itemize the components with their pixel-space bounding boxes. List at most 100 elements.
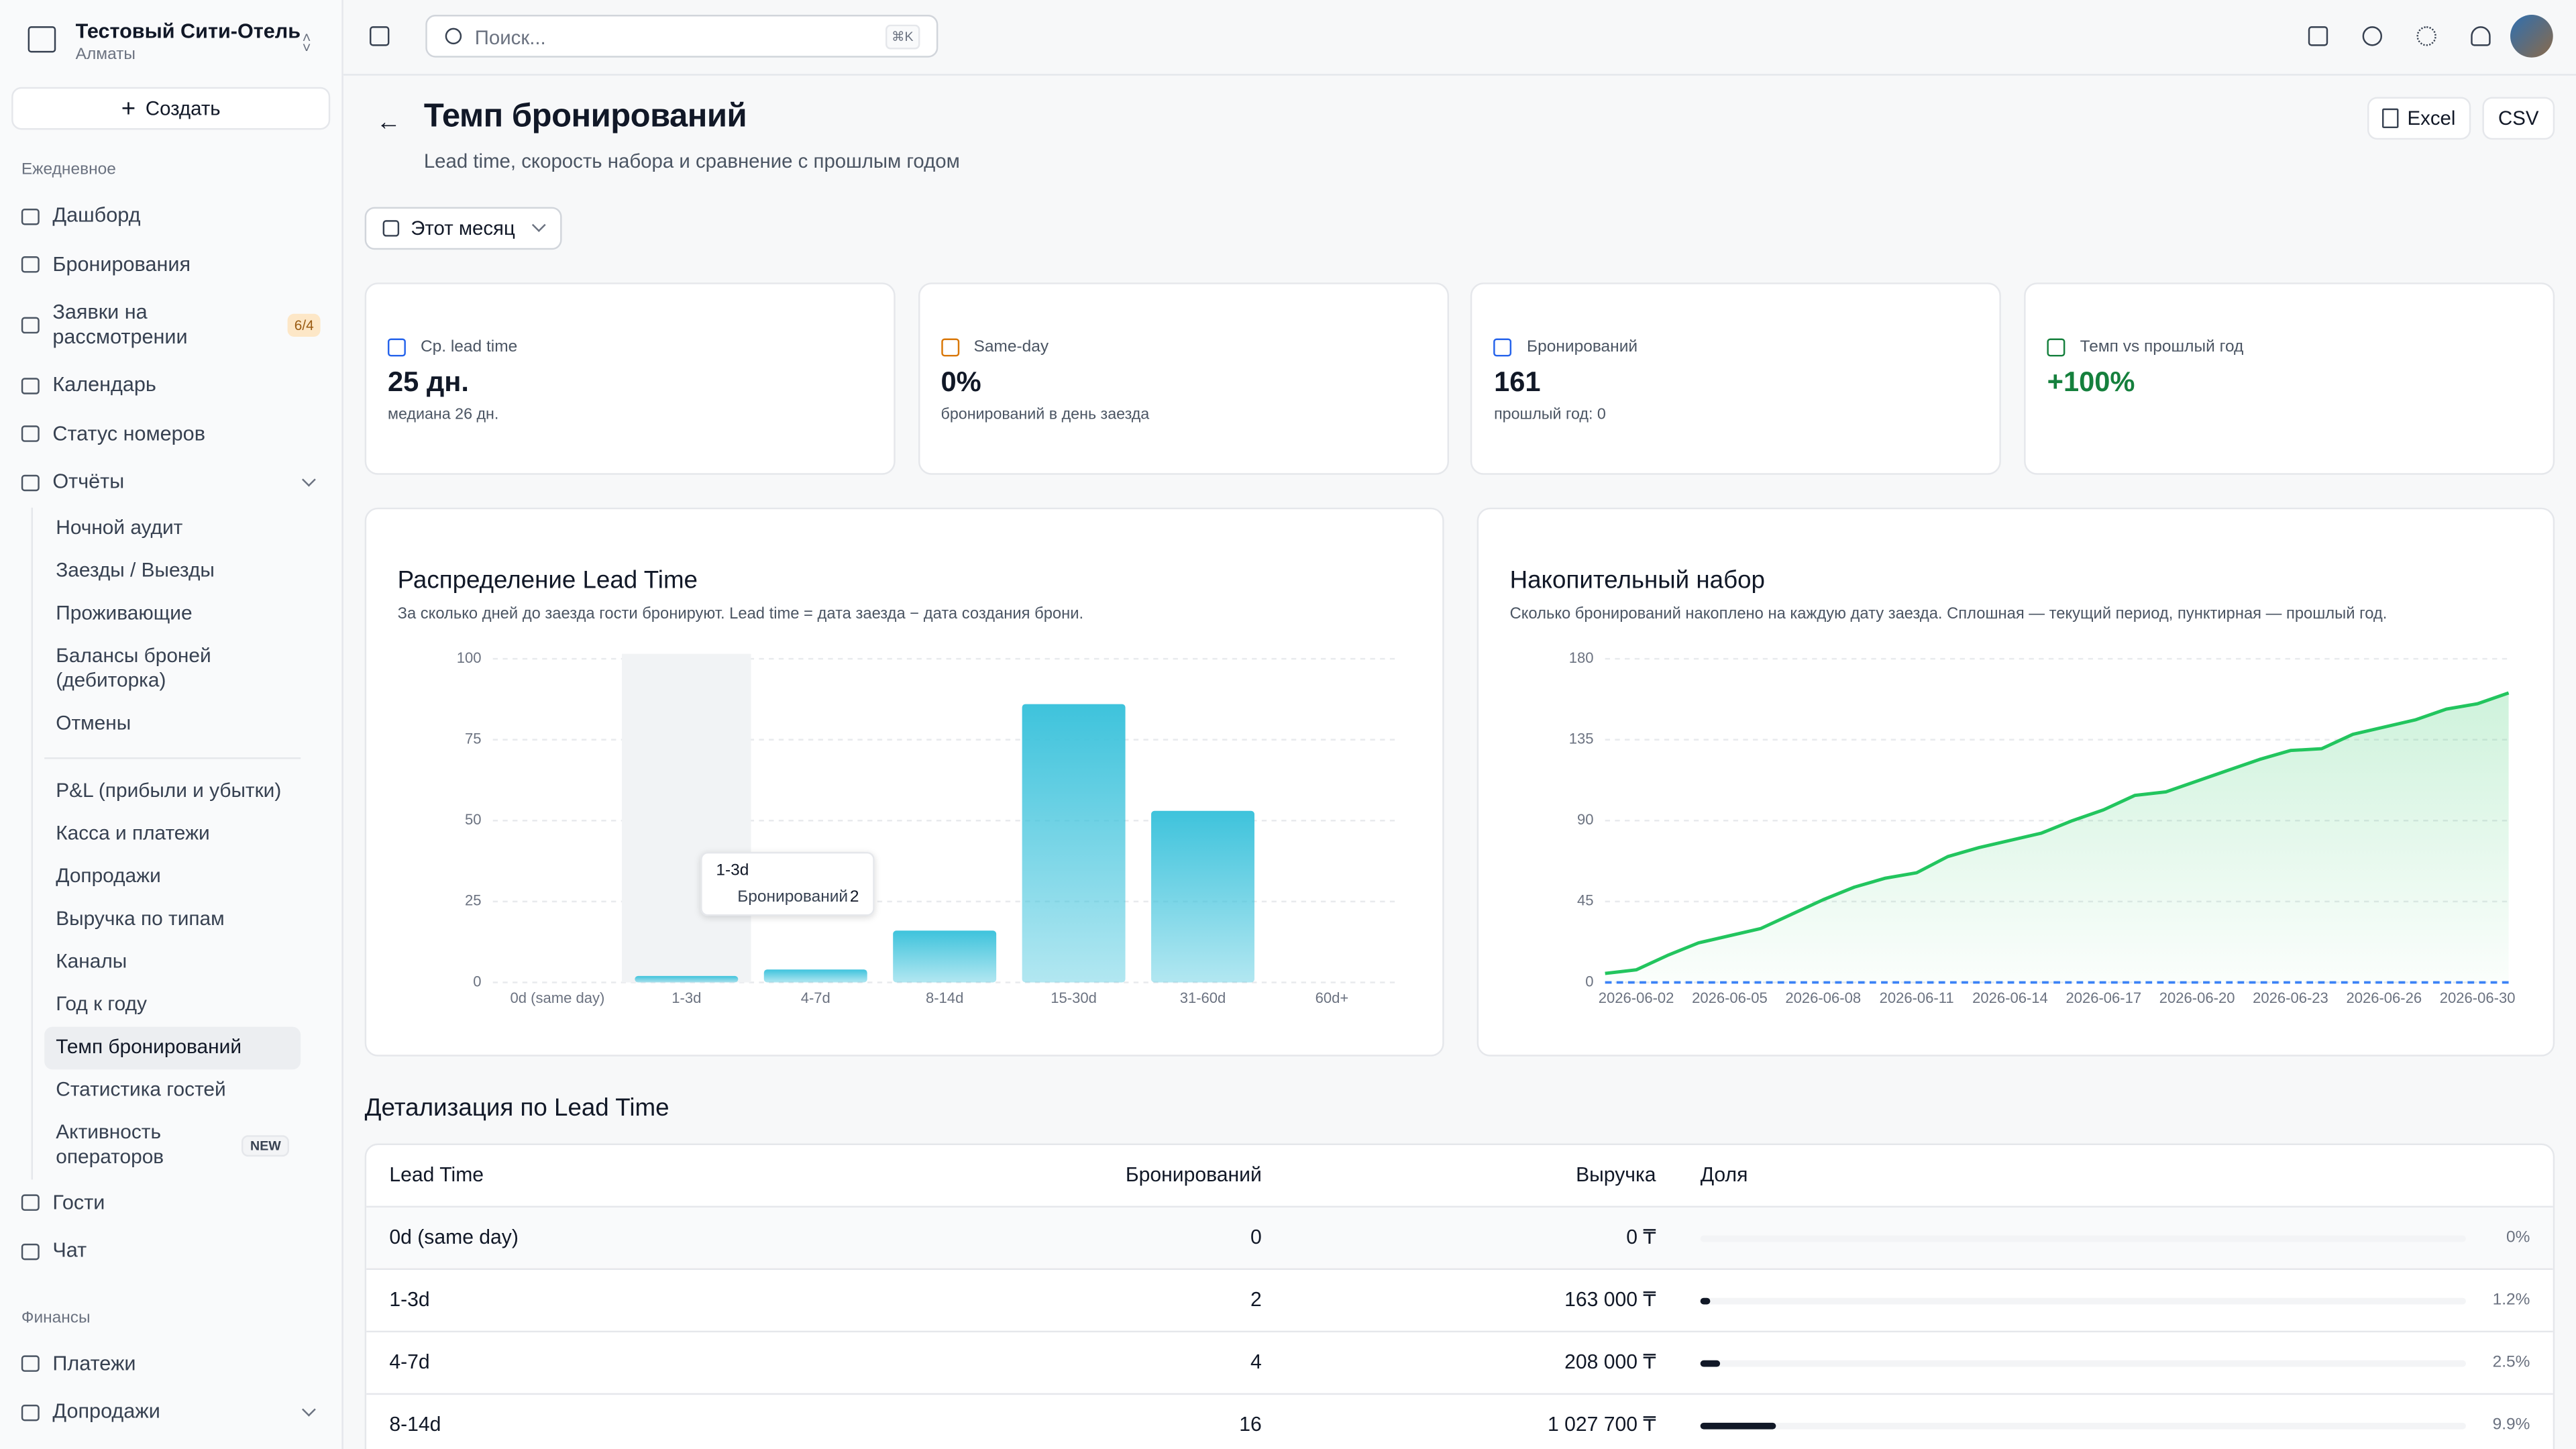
share-bar [1700, 1421, 1776, 1429]
nav-label: Ночной аудит [56, 515, 183, 539]
nav-item[interactable]: Бронирования [11, 241, 330, 289]
chart-card [1477, 507, 2555, 1057]
kpi-card: Same-day 0% бронирований в день заезда [918, 282, 1449, 475]
sidebar: Тестовый Сити-Отель Алматы ˄ ˅ + Создать Е… [0, 0, 343, 1449]
nav-icon [21, 1404, 40, 1421]
nav-item[interactable]: Статус номеров [11, 410, 330, 458]
nav-icon [21, 1195, 40, 1212]
subnav-item[interactable]: P&L (прибыли и убытки) [44, 769, 301, 812]
search-icon [445, 28, 462, 45]
kpi-icon [2047, 338, 2065, 357]
subnav-item[interactable]: Проживающие [44, 592, 301, 635]
bookings: 4 [1250, 1350, 1262, 1374]
share-track [1700, 1359, 2466, 1366]
lead-time: 8-14d [389, 1413, 441, 1436]
nav-label: Отчёты [52, 470, 125, 494]
export-csv[interactable]: CSV [2482, 97, 2555, 140]
lead-time: 0d (same day) [389, 1225, 519, 1249]
search-placeholder: Поиск... [474, 26, 546, 50]
nav-icon [21, 208, 40, 225]
nav-item[interactable]: Дашборд [11, 193, 330, 241]
kpi-card: Ср. lead time 25 дн. медиана 26 дн. [364, 282, 896, 475]
subnav-item[interactable]: Год к году [44, 983, 301, 1026]
avatar[interactable] [2510, 15, 2553, 58]
subnav-item[interactable]: Балансы броней (дебиторка) [44, 635, 301, 702]
nav-label: Гости [52, 1190, 105, 1214]
nav-item[interactable]: Допродажи [11, 1388, 330, 1436]
nav-item[interactable]: Платежи [11, 1340, 330, 1388]
bookings: 16 [1239, 1413, 1262, 1436]
switch-icon[interactable]: ˄ ˅ [302, 30, 311, 56]
hotel-name[interactable]: Тестовый Сити-Отель [75, 19, 301, 43]
subnav: Ночной аудит Заезды / Выезды Проживающие Ба… [31, 506, 301, 1179]
nav-label: Выручка по типам [56, 906, 225, 930]
subnav-item[interactable]: Статистика гостей [44, 1069, 301, 1112]
theme-icon[interactable] [2416, 26, 2436, 46]
table-row: 4-7d 4 208 000 ₸ 2.5% [366, 1332, 2553, 1395]
nav-label: P&L (прибыли и убытки) [56, 778, 282, 802]
nav-label: Дашборд [52, 204, 141, 227]
subnav-item[interactable]: Допродажи [44, 855, 301, 898]
language-icon[interactable] [2362, 26, 2383, 46]
nav-icon [21, 474, 40, 491]
export-excel[interactable]: Excel [2367, 97, 2471, 140]
kpi-icon [1494, 338, 1513, 357]
create-label: Создать [145, 97, 221, 120]
table-row: 1-3d 2 163 000 ₸ 1.2% [366, 1270, 2553, 1333]
period-label: Этот месяц [411, 217, 515, 240]
calendar-icon [382, 220, 400, 237]
sidebar-toggle[interactable] [370, 26, 390, 46]
section-title: Финансы [21, 1308, 91, 1327]
nav-item[interactable]: Заявки на рассмотрении 6/4 [11, 289, 330, 362]
nav-label: Заезды / Выезды [56, 558, 215, 582]
nav-icon [21, 377, 40, 394]
chart-card [364, 507, 1444, 1057]
table-row: 8-14d 16 1 027 700 ₸ 9.9% [366, 1395, 2553, 1449]
hotel-city: Алматы [75, 46, 136, 64]
nav-icon [21, 425, 40, 443]
table-title: Детализация по Lead Time [364, 1094, 669, 1122]
kpi-label: Ср. lead time [420, 338, 518, 357]
page-title: Темп бронирований [423, 98, 747, 135]
nav-item[interactable]: Чат [11, 1227, 330, 1275]
period-select[interactable]: Этот месяц [364, 207, 562, 250]
subnav-item[interactable]: Отмены [44, 702, 301, 745]
kpi-value: 0% [941, 366, 981, 398]
revenue: 163 000 ₸ [1564, 1288, 1656, 1311]
page-subtitle: Lead time, скорость набора и сравнение с… [423, 149, 960, 173]
plus-icon: + [121, 94, 136, 123]
nav-item[interactable]: Гости [11, 1179, 330, 1227]
subnav-item[interactable]: Ночной аудит [44, 507, 301, 550]
subnav-item[interactable]: Активность операторов NEW [44, 1112, 301, 1179]
kpi-label: Same-day [973, 338, 1049, 357]
nav-item[interactable]: Календарь [11, 362, 330, 410]
nav-label: Касса и платежи [56, 821, 210, 845]
kpi-card: Темп vs прошлый год +100% [2024, 282, 2555, 475]
table: Lead Time Бронирований Выручка Доля 0d (same… [364, 1143, 2555, 1449]
share-track [1700, 1234, 2466, 1242]
docs-icon[interactable] [2308, 26, 2328, 46]
chevron [302, 1402, 316, 1417]
lead-time: 1-3d [389, 1288, 430, 1311]
nav-badge: 6/4 [287, 313, 321, 337]
column-header: Lead Time [389, 1163, 484, 1187]
notifications-icon[interactable] [2471, 26, 2491, 46]
subnav-item[interactable]: Касса и платежи [44, 812, 301, 855]
back-button[interactable]: ← [376, 108, 401, 137]
nav-icon [21, 256, 40, 274]
column-header: Бронирований [1125, 1163, 1262, 1187]
subnav-item[interactable]: Выручка по типам [44, 898, 301, 941]
nav-item[interactable]: Отчёты [11, 458, 330, 506]
subnav-item[interactable]: Заезды / Выезды [44, 549, 301, 592]
separator [44, 756, 301, 759]
nav-label: Год к году [56, 992, 147, 1016]
search[interactable]: Поиск... ⌘K [425, 15, 938, 58]
subnav-item[interactable]: Каналы [44, 941, 301, 983]
nav-label: Допродажи [52, 1400, 160, 1424]
subnav-item[interactable]: Темп бронирований [44, 1026, 301, 1069]
create-button[interactable]: + Создать [11, 87, 331, 130]
kpi-note: прошлый год: 0 [1494, 405, 1606, 424]
kpi-value: 161 [1494, 366, 1541, 398]
kpi-label: Бронирований [1527, 338, 1638, 357]
nav-label: Бронирования [52, 252, 191, 276]
